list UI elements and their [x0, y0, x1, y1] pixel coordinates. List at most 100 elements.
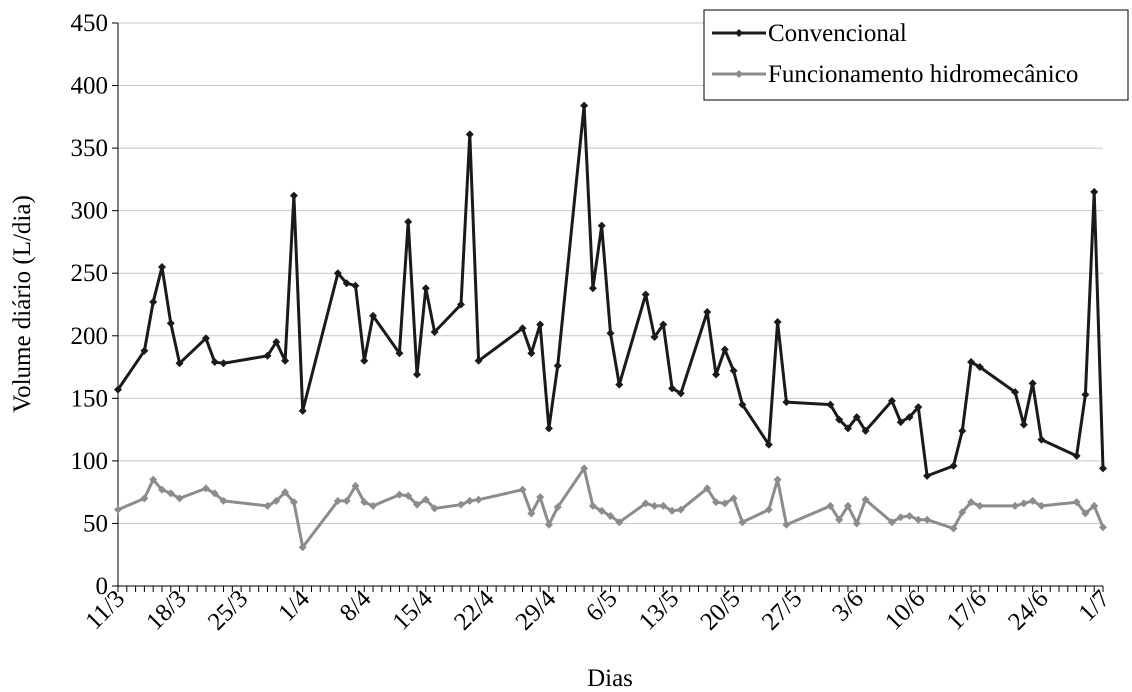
- y-tick-label-300: 300: [71, 198, 109, 225]
- data-point-s1-15: [342, 279, 351, 288]
- data-point-s2-30: [544, 520, 553, 529]
- data-point-s2-37: [641, 499, 650, 508]
- data-point-s1-35: [606, 329, 615, 338]
- data-point-s1-30: [544, 424, 553, 433]
- data-point-s1-10: [272, 338, 281, 347]
- data-point-s1-62: [967, 358, 976, 367]
- data-point-s1-48: [773, 318, 782, 327]
- data-point-s2-28: [527, 509, 536, 518]
- x-tick-label-1-7: 1/7: [1074, 585, 1116, 627]
- data-point-s2-54: [861, 495, 870, 504]
- x-tick-label-24-6: 24/6: [1003, 585, 1054, 636]
- data-point-s1-22: [421, 284, 430, 293]
- data-point-s1-31: [553, 361, 562, 370]
- data-point-s2-26: [474, 495, 483, 504]
- data-point-s1-39: [659, 320, 668, 329]
- data-point-s2-43: [712, 498, 721, 507]
- data-point-s2-13: [298, 543, 307, 552]
- data-point-s2-61: [958, 508, 967, 517]
- data-point-s1-8: [219, 359, 228, 368]
- data-point-s1-46: [738, 400, 747, 409]
- data-point-s1-32: [580, 101, 589, 110]
- data-point-s2-21: [413, 500, 422, 509]
- data-point-s1-13: [298, 406, 307, 415]
- data-point-s1-25: [465, 130, 474, 139]
- data-point-s1-51: [835, 415, 844, 424]
- data-point-s1-28: [527, 349, 536, 358]
- data-point-s2-29: [536, 493, 545, 502]
- data-point-s1-67: [1037, 435, 1046, 444]
- data-point-s2-45: [729, 494, 738, 503]
- data-point-s2-34: [597, 506, 606, 515]
- data-point-s1-53: [852, 413, 861, 422]
- data-point-s2-23: [430, 504, 439, 513]
- data-point-s1-68: [1072, 451, 1081, 460]
- x-tick-label-6-5: 6/5: [581, 585, 623, 627]
- data-point-s1-12: [289, 191, 298, 200]
- data-point-s1-2: [149, 297, 158, 306]
- data-point-s1-61: [958, 426, 967, 435]
- legend-marker-series-1: [735, 29, 743, 37]
- data-point-s2-17: [360, 498, 369, 507]
- data-point-s2-48: [773, 475, 782, 484]
- data-point-s2-4: [166, 489, 175, 498]
- data-point-s1-34: [597, 221, 606, 230]
- data-point-s2-70: [1090, 501, 1099, 510]
- data-point-s1-6: [201, 334, 210, 343]
- data-point-s1-64: [1011, 388, 1020, 397]
- x-tick-label-22-4: 22/4: [449, 585, 500, 636]
- data-point-s2-36: [615, 518, 624, 527]
- x-tick-label-10-6: 10/6: [880, 585, 931, 636]
- data-point-s1-54: [861, 426, 870, 435]
- data-point-s2-22: [421, 495, 430, 504]
- data-point-s1-1: [140, 346, 149, 355]
- data-point-s1-70: [1090, 187, 1099, 196]
- data-point-s1-5: [175, 359, 184, 368]
- data-point-s1-69: [1081, 390, 1090, 399]
- x-tick-label-25-3: 25/3: [203, 585, 254, 636]
- data-point-s1-43: [712, 370, 721, 379]
- legend-marker-series-2: [735, 70, 743, 78]
- data-point-s1-66: [1028, 379, 1037, 388]
- y-tick-label-350: 350: [71, 135, 109, 162]
- gridlines: [118, 22, 1103, 524]
- data-point-s1-33: [588, 284, 597, 293]
- data-point-s1-71: [1099, 464, 1107, 473]
- data-point-s2-14: [333, 496, 342, 505]
- data-point-s2-32: [580, 464, 589, 473]
- x-tick-label-17-6: 17/6: [942, 585, 993, 636]
- data-point-s2-7: [210, 489, 219, 498]
- data-point-s1-65: [1019, 420, 1028, 429]
- data-point-s2-62: [967, 498, 976, 507]
- data-point-s2-0: [114, 505, 122, 514]
- data-point-s2-2: [149, 475, 158, 484]
- data-point-s2-6: [201, 484, 210, 493]
- data-point-s1-19: [395, 349, 404, 358]
- data-point-s2-8: [219, 496, 228, 505]
- data-point-s2-24: [456, 500, 465, 509]
- x-tick-label-13-5: 13/5: [634, 585, 685, 636]
- x-tick-label-15-4: 15/4: [388, 585, 439, 636]
- data-point-s2-27: [518, 485, 527, 494]
- data-point-s2-57: [905, 511, 914, 520]
- data-point-s1-27: [518, 324, 527, 333]
- data-point-s2-44: [720, 499, 729, 508]
- data-point-s1-26: [474, 356, 483, 365]
- data-point-s1-14: [333, 269, 342, 278]
- data-point-s1-29: [536, 320, 545, 329]
- data-point-s2-40: [668, 506, 677, 515]
- series-2: [114, 464, 1107, 552]
- data-point-s1-52: [843, 424, 852, 433]
- x-tick-label-1-4: 1/4: [273, 585, 315, 627]
- x-tick-label-8-4: 8/4: [335, 585, 377, 627]
- data-point-s2-11: [281, 488, 290, 497]
- data-point-s1-3: [157, 262, 166, 271]
- y-tick-label-250: 250: [71, 260, 109, 287]
- data-point-s1-21: [413, 370, 422, 379]
- data-point-s2-1: [140, 494, 149, 503]
- data-point-s2-50: [826, 501, 835, 510]
- data-point-s1-24: [456, 300, 465, 309]
- data-point-s2-53: [852, 519, 861, 528]
- data-point-s2-69: [1081, 509, 1090, 518]
- data-point-s2-65: [1019, 499, 1028, 508]
